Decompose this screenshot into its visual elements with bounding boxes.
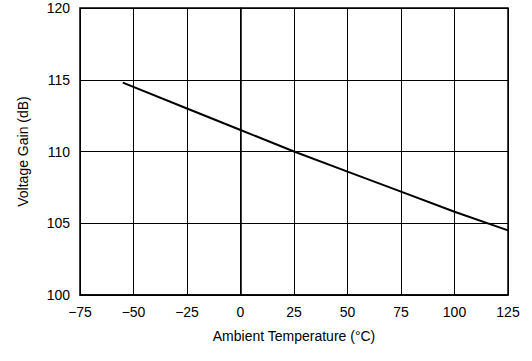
svg-text:120: 120 — [47, 0, 71, 16]
svg-text:−50: −50 — [122, 304, 146, 320]
svg-text:Ambient Temperature (°C): Ambient Temperature (°C) — [213, 328, 376, 344]
svg-text:100: 100 — [443, 304, 467, 320]
svg-text:125: 125 — [496, 304, 520, 320]
svg-text:115: 115 — [48, 72, 71, 88]
svg-text:−75: −75 — [68, 304, 92, 320]
svg-text:0: 0 — [237, 304, 245, 320]
svg-text:110: 110 — [48, 144, 71, 160]
svg-text:105: 105 — [47, 215, 71, 231]
svg-text:100: 100 — [47, 287, 71, 303]
svg-text:Voltage Gain (dB): Voltage Gain (dB) — [15, 96, 31, 207]
svg-text:25: 25 — [286, 304, 302, 320]
svg-text:50: 50 — [340, 304, 356, 320]
svg-text:−25: −25 — [175, 304, 199, 320]
svg-text:75: 75 — [393, 304, 409, 320]
